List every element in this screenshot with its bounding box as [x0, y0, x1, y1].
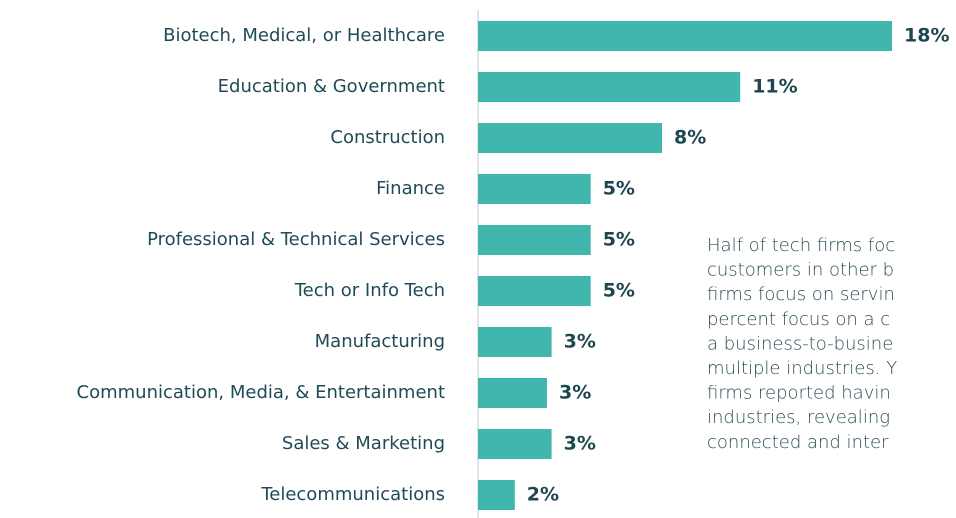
value-label: 3%	[564, 433, 596, 455]
category-label: Education & Government	[218, 76, 445, 97]
bar	[478, 225, 591, 255]
annotation-line: customers in other b	[707, 260, 894, 281]
bar	[478, 480, 515, 510]
annotation-line: connected and inter	[707, 432, 889, 453]
bar	[478, 327, 552, 357]
value-label: 5%	[603, 229, 635, 251]
category-label: Finance	[376, 178, 445, 199]
annotation-line: firms reported havin	[707, 383, 891, 404]
category-label: Construction	[330, 127, 445, 148]
category-label: Telecommunications	[260, 484, 445, 505]
value-label: 3%	[564, 331, 596, 353]
category-label: Tech or Info Tech	[294, 280, 445, 301]
bar	[478, 123, 662, 153]
value-label: 18%	[904, 25, 949, 47]
annotation-line: multiple industries. Y	[707, 358, 897, 379]
category-label: Sales & Marketing	[282, 433, 445, 454]
value-label: 8%	[674, 127, 706, 149]
value-label: 11%	[752, 76, 797, 98]
category-label: Biotech, Medical, or Healthcare	[163, 25, 445, 46]
annotation-line: industries, revealing	[707, 407, 890, 428]
annotation-line: firms focus on servin	[707, 284, 895, 305]
category-label: Professional & Technical Services	[147, 229, 445, 250]
bar	[478, 72, 741, 102]
bar	[478, 174, 591, 204]
bar	[478, 378, 547, 408]
category-label: Manufacturing	[315, 331, 445, 352]
bar	[478, 276, 591, 306]
bar	[478, 21, 892, 51]
annotation-line: Half of tech firms foc	[707, 235, 895, 256]
value-label: 2%	[527, 484, 559, 506]
value-label: 5%	[603, 280, 635, 302]
bar	[478, 429, 552, 459]
value-label: 5%	[603, 178, 635, 200]
annotation-line: a business-to-busine	[707, 333, 893, 354]
annotation-line: percent focus on a c	[707, 309, 890, 330]
value-label: 3%	[559, 382, 591, 404]
category-label: Communication, Media, & Entertainment	[77, 382, 445, 403]
